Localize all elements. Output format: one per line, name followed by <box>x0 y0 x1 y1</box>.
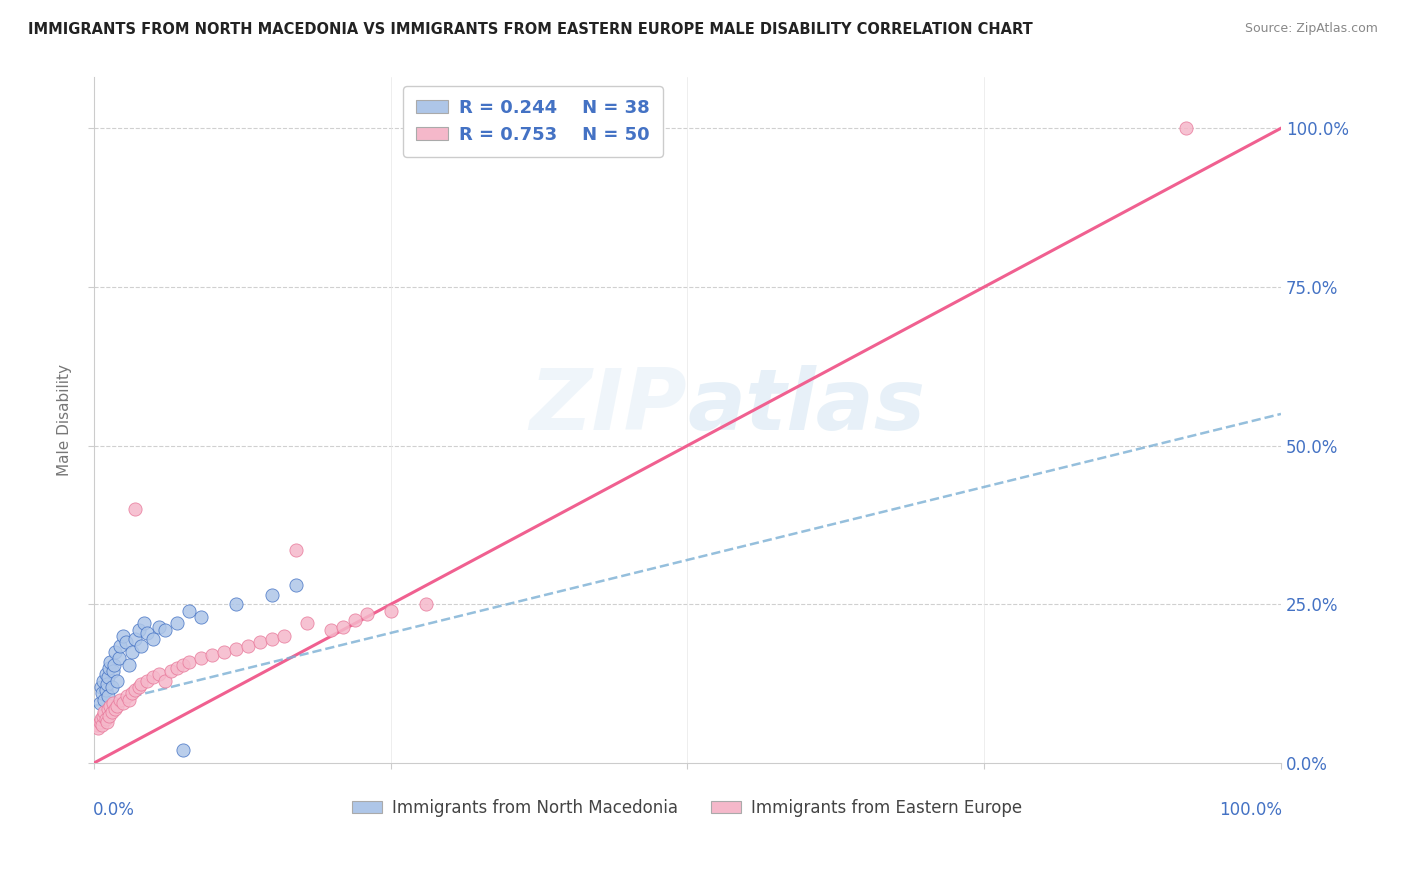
Point <box>114 635 136 649</box>
Point <box>91 686 114 700</box>
Point <box>153 673 176 688</box>
Point <box>96 714 118 729</box>
Point <box>107 651 129 665</box>
Point <box>108 639 131 653</box>
Point <box>190 651 212 665</box>
Point <box>89 696 111 710</box>
Point <box>108 692 131 706</box>
Point <box>332 619 354 633</box>
Point <box>236 639 259 653</box>
Point <box>148 619 170 633</box>
Point <box>128 680 150 694</box>
Point <box>118 657 141 672</box>
Point <box>101 664 124 678</box>
Point <box>112 696 135 710</box>
Point <box>225 641 247 656</box>
Point <box>124 632 146 647</box>
Point <box>93 692 115 706</box>
Point <box>94 712 117 726</box>
Point <box>129 639 152 653</box>
Point <box>90 712 112 726</box>
Point <box>97 702 120 716</box>
Point <box>101 696 124 710</box>
Point <box>415 598 437 612</box>
Legend: Immigrants from North Macedonia, Immigrants from Eastern Europe: Immigrants from North Macedonia, Immigra… <box>346 792 1029 823</box>
Point <box>172 743 194 757</box>
Point <box>129 677 152 691</box>
Point <box>100 706 122 720</box>
Point <box>118 692 141 706</box>
Text: 0.0%: 0.0% <box>93 801 135 819</box>
Point <box>153 623 176 637</box>
Point <box>86 718 108 732</box>
Point <box>284 543 307 558</box>
Point <box>201 648 224 663</box>
Point <box>249 635 271 649</box>
Point <box>94 683 117 698</box>
Text: IMMIGRANTS FROM NORTH MACEDONIA VS IMMIGRANTS FROM EASTERN EUROPE MALE DISABILIT: IMMIGRANTS FROM NORTH MACEDONIA VS IMMIG… <box>28 22 1033 37</box>
Y-axis label: Male Disability: Male Disability <box>58 364 72 476</box>
Point <box>124 502 146 516</box>
Text: Source: ZipAtlas.com: Source: ZipAtlas.com <box>1244 22 1378 36</box>
Text: atlas: atlas <box>688 365 925 448</box>
Point <box>90 680 112 694</box>
Point <box>284 578 307 592</box>
Point <box>177 604 200 618</box>
Point <box>91 718 114 732</box>
Point <box>124 683 146 698</box>
Point <box>98 698 121 713</box>
Point <box>94 667 117 681</box>
Point <box>273 629 295 643</box>
Text: ZIP: ZIP <box>530 365 688 448</box>
Point <box>107 673 129 688</box>
Point <box>260 588 283 602</box>
Point <box>136 673 159 688</box>
Point <box>107 698 129 713</box>
Text: 100.0%: 100.0% <box>1219 801 1282 819</box>
Point <box>321 623 343 637</box>
Point <box>96 677 118 691</box>
Point <box>160 664 183 678</box>
Point <box>98 655 121 669</box>
Point <box>98 708 121 723</box>
Point <box>104 645 127 659</box>
Point <box>121 645 143 659</box>
Point <box>343 613 366 627</box>
Point <box>98 661 121 675</box>
Point <box>115 690 138 704</box>
Point <box>148 667 170 681</box>
Point <box>97 670 120 684</box>
Point <box>112 629 135 643</box>
Point <box>166 661 188 675</box>
Point <box>91 708 114 723</box>
Point <box>97 690 120 704</box>
Point <box>166 616 188 631</box>
Point <box>260 632 283 647</box>
Point <box>132 616 155 631</box>
Point <box>87 721 110 735</box>
Point <box>103 657 125 672</box>
Point <box>356 607 378 621</box>
Point <box>89 714 111 729</box>
Point <box>190 610 212 624</box>
Point <box>225 598 247 612</box>
Point <box>136 626 159 640</box>
Point <box>1175 121 1198 136</box>
Point <box>214 645 236 659</box>
Point <box>104 702 127 716</box>
Point <box>142 670 165 684</box>
Point <box>172 657 194 672</box>
Point <box>93 706 115 720</box>
Point <box>121 686 143 700</box>
Point <box>91 673 114 688</box>
Point <box>128 623 150 637</box>
Point <box>380 604 402 618</box>
Point <box>100 680 122 694</box>
Point <box>142 632 165 647</box>
Point <box>297 616 319 631</box>
Point <box>177 655 200 669</box>
